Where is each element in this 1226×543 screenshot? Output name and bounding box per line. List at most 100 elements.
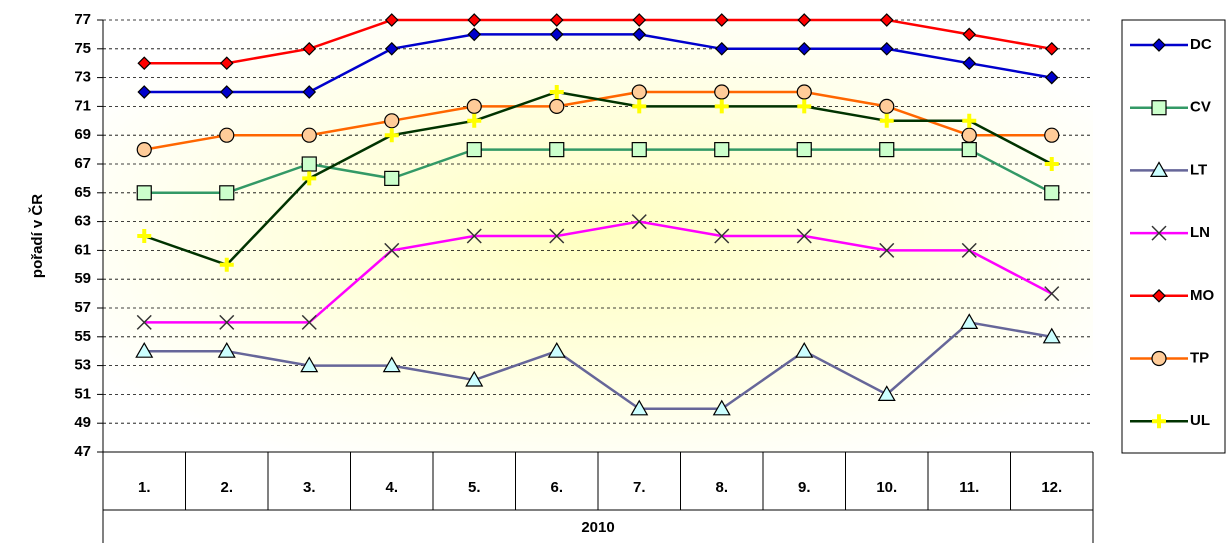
x-tick-label: 9.: [798, 479, 811, 496]
data-point: [136, 314, 152, 330]
data-point: [466, 98, 482, 115]
legend-marker: [1149, 161, 1169, 177]
data-point: [796, 84, 812, 100]
legend-marker: [1152, 414, 1166, 429]
series-line: [144, 18, 1052, 65]
legend-label: CV: [1190, 99, 1211, 116]
y-tick-label: 73: [74, 69, 91, 86]
data-point: [1044, 70, 1059, 85]
x-group-label: 2010: [581, 519, 614, 536]
data-point: [302, 171, 317, 186]
data-point: [795, 341, 814, 358]
legend-label: LN: [1190, 224, 1210, 241]
x-tick-label: 11.: [959, 479, 979, 496]
x-tick-label: 3.: [303, 479, 316, 496]
legend-marker: [1151, 350, 1167, 367]
data-point: [960, 313, 979, 329]
y-tick-label: 57: [74, 299, 91, 316]
y-tick-label: 47: [74, 443, 91, 460]
data-point: [879, 98, 895, 115]
x-tick-label: 6.: [550, 479, 563, 496]
data-point: [384, 41, 399, 56]
y-tick-label: 55: [74, 328, 91, 345]
data-point: [1044, 41, 1059, 56]
y-tick-label: 65: [74, 184, 91, 201]
series-line: [144, 33, 1052, 94]
legend-label: MO: [1190, 287, 1214, 304]
y-tick-label: 49: [74, 414, 91, 431]
data-point: [219, 85, 234, 99]
legend-marker: [1151, 225, 1167, 241]
data-point: [1044, 157, 1059, 171]
data-point: [961, 242, 977, 258]
data-point: [219, 257, 234, 272]
data-point: [712, 399, 731, 416]
legend-box: [1121, 19, 1226, 454]
data-point: [962, 113, 977, 128]
data-point: [797, 41, 812, 56]
data-point: [631, 84, 647, 100]
y-tick-label: 63: [74, 213, 91, 230]
data-point: [384, 170, 400, 186]
legend-marker: [1151, 100, 1167, 116]
plot-area: [103, 20, 1093, 452]
data-point: [879, 142, 895, 158]
data-point: [549, 98, 565, 115]
y-tick-label: 59: [74, 270, 91, 287]
data-point: [466, 142, 482, 158]
data-point: [549, 27, 564, 42]
data-point: [466, 228, 482, 244]
x-tick-label: 5.: [468, 479, 481, 496]
data-point: [301, 156, 317, 172]
data-point: [136, 185, 152, 201]
legend-marker: [1152, 288, 1166, 303]
data-point: [961, 127, 977, 143]
data-point: [796, 228, 812, 244]
data-point: [547, 341, 566, 358]
x-tick-label: 4.: [385, 479, 398, 496]
data-point: [467, 27, 482, 42]
data-point: [1042, 327, 1061, 344]
x-tick-label: 12.: [1041, 479, 1062, 496]
data-point: [301, 127, 317, 143]
data-point: [384, 128, 399, 143]
data-point: [632, 13, 647, 27]
legend-label: DC: [1190, 36, 1212, 53]
data-point: [300, 356, 319, 373]
y-tick-label: 67: [74, 155, 91, 172]
legend-label: TP: [1190, 349, 1209, 366]
data-point: [1044, 185, 1060, 201]
data-point: [467, 13, 482, 27]
data-point: [961, 142, 977, 158]
data-point: [465, 370, 484, 387]
data-point: [136, 142, 152, 158]
data-point: [630, 399, 649, 416]
data-point: [714, 84, 730, 100]
y-tick-label: 69: [74, 126, 91, 143]
data-point: [714, 41, 729, 56]
data-point: [714, 13, 729, 27]
data-point: [714, 142, 730, 158]
x-tick-label: 10.: [876, 479, 897, 496]
data-point: [962, 56, 977, 71]
data-point: [217, 341, 236, 358]
y-tick-label: 53: [74, 357, 91, 374]
data-point: [549, 228, 565, 244]
data-point: [137, 56, 152, 71]
series-line: [143, 90, 1053, 267]
y-tick-label: 71: [74, 97, 91, 114]
series-line: [144, 148, 1053, 195]
data-point: [302, 41, 317, 56]
data-point: [1044, 127, 1060, 143]
data-point: [714, 99, 729, 114]
data-point: [631, 214, 647, 230]
data-point: [879, 13, 894, 27]
y-tick-label: 77: [74, 11, 91, 28]
x-tick-label: 8.: [715, 479, 728, 496]
data-point: [384, 113, 400, 129]
data-point: [877, 385, 896, 401]
data-point: [137, 229, 152, 243]
data-point: [1044, 286, 1060, 302]
series-line: [144, 321, 1052, 411]
